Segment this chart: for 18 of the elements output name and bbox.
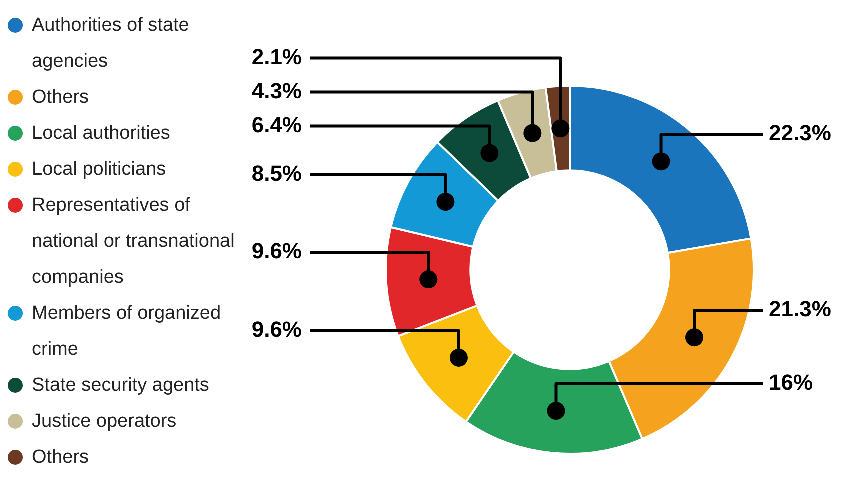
data-label: 9.6% <box>252 317 302 342</box>
data-label: 6.4% <box>252 112 302 138</box>
legend-label: Local politicians <box>32 158 166 182</box>
legend-label: Members of organized crime <box>32 302 222 362</box>
data-label: 9.6% <box>252 238 302 264</box>
data-label: 21.3% <box>769 296 832 322</box>
legend-label: State security agents <box>32 374 210 398</box>
legend-label: Justice operators <box>32 410 177 434</box>
legend-label: Others <box>32 446 90 470</box>
data-label: 8.5% <box>252 161 302 186</box>
legend-label: Local authorities <box>32 122 170 146</box>
legend-label: Authorities of state agencies <box>32 14 190 74</box>
data-label: 4.3% <box>252 78 302 104</box>
data-label: 2.1% <box>252 44 302 70</box>
data-label: 22.3% <box>769 120 832 146</box>
legend-label: Representatives of national or transnational companies <box>32 194 236 290</box>
legend-label: Others <box>32 86 90 110</box>
data-label: 16% <box>769 370 814 396</box>
